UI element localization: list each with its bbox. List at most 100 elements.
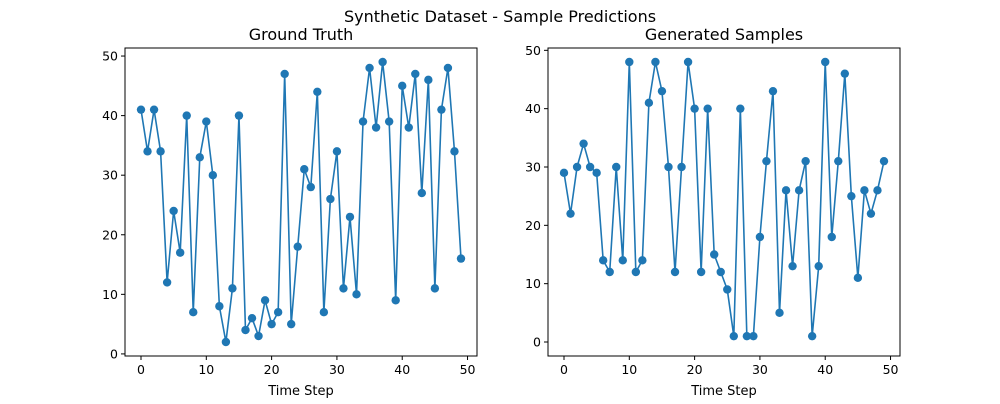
data-point-generated-samples: [631, 267, 641, 277]
data-point-generated-samples: [827, 232, 836, 242]
y-tick-label-ground-truth: 10: [102, 287, 118, 302]
data-point-generated-samples: [794, 186, 804, 195]
data-point-generated-samples: [814, 261, 823, 271]
data-point-ground-truth: [326, 194, 335, 204]
x-tick-label-ground-truth: 0: [137, 362, 145, 377]
data-point-ground-truth: [234, 111, 244, 120]
data-point-generated-samples: [696, 267, 706, 277]
data-point-generated-samples: [860, 186, 869, 195]
data-point-generated-samples: [873, 186, 882, 195]
x-tick-label-generated-samples: 50: [883, 362, 899, 377]
data-point-generated-samples: [736, 104, 745, 113]
x-tick-label-ground-truth: 40: [394, 362, 410, 377]
data-point-ground-truth: [391, 296, 400, 305]
data-point-generated-samples: [807, 331, 817, 341]
data-point-ground-truth: [404, 123, 413, 132]
data-point-generated-samples: [879, 156, 889, 166]
data-point-ground-truth: [254, 331, 263, 341]
data-point-generated-samples: [788, 261, 797, 271]
data-point-ground-truth: [162, 278, 172, 287]
x-tick-label-ground-truth: 20: [264, 362, 280, 377]
data-point-ground-truth: [195, 153, 204, 162]
data-point-ground-truth: [189, 308, 198, 317]
y-tick-label-ground-truth: 30: [102, 168, 118, 183]
data-point-ground-truth: [430, 284, 440, 293]
data-point-ground-truth: [208, 170, 218, 180]
data-point-generated-samples: [840, 69, 850, 78]
data-point-generated-samples: [853, 273, 863, 283]
series-line-generated-samples: [563, 61, 885, 337]
data-point-ground-truth: [215, 302, 224, 311]
data-point-generated-samples: [677, 162, 686, 172]
data-point-generated-samples: [638, 256, 647, 265]
subplot-generated-samples: Generated Samples 0 10 20 30 40 50 0 10 20 30 40 50 T…: [525, 25, 901, 399]
subplot-ground-truth: Ground Truth 0 10 20 30 40 50 0 10 20 30 40 50 Time S…: [102, 25, 478, 399]
data-point-generated-samples: [866, 209, 876, 218]
series-line-ground-truth: [140, 61, 462, 343]
data-point-generated-samples: [664, 162, 673, 172]
data-point-ground-truth: [443, 63, 453, 73]
y-tick-label-generated-samples: 20: [525, 218, 541, 233]
data-point-ground-truth: [228, 284, 237, 293]
data-point-ground-truth: [456, 254, 466, 263]
data-point-generated-samples: [605, 267, 614, 277]
data-point-generated-samples: [768, 86, 778, 96]
data-point-ground-truth: [384, 117, 394, 126]
data-point-ground-truth: [365, 63, 374, 73]
data-point-generated-samples: [755, 232, 765, 242]
data-point-generated-samples: [585, 162, 595, 172]
data-point-generated-samples: [651, 57, 660, 67]
data-point-ground-truth: [169, 206, 178, 216]
data-point-generated-samples: [762, 156, 771, 166]
data-point-ground-truth: [293, 242, 302, 251]
data-point-ground-truth: [221, 337, 231, 347]
y-tick-label-generated-samples: 30: [525, 160, 541, 175]
data-point-generated-samples: [716, 267, 725, 277]
x-tick-label-generated-samples: 40: [817, 362, 833, 377]
y-tick-label-generated-samples: 50: [525, 43, 541, 58]
data-point-ground-truth: [352, 290, 361, 299]
data-point-generated-samples: [710, 250, 719, 259]
data-point-generated-samples: [834, 156, 843, 166]
data-point-ground-truth: [175, 248, 185, 257]
data-point-generated-samples: [559, 168, 569, 178]
data-point-generated-samples: [598, 256, 608, 265]
data-point-generated-samples: [729, 331, 738, 341]
data-point-ground-truth: [378, 57, 387, 67]
data-point-generated-samples: [742, 331, 752, 341]
data-point-generated-samples: [670, 267, 680, 277]
data-point-ground-truth: [398, 81, 407, 91]
y-tick-label-ground-truth: 50: [102, 49, 118, 64]
y-tick-label-ground-truth: 0: [110, 346, 118, 361]
data-point-generated-samples: [821, 57, 830, 67]
data-point-ground-truth: [437, 105, 446, 114]
x-axis-label-ground-truth: Time Step: [267, 384, 334, 399]
data-point-generated-samples: [592, 168, 601, 178]
data-point-ground-truth: [424, 75, 433, 85]
data-point-ground-truth: [287, 319, 296, 329]
data-point-ground-truth: [411, 69, 420, 79]
data-point-generated-samples: [566, 209, 575, 218]
chart-title-ground-truth: Ground Truth: [249, 25, 354, 44]
data-point-generated-samples: [579, 139, 588, 148]
data-point-ground-truth: [182, 111, 191, 120]
data-point-generated-samples: [801, 156, 810, 166]
data-point-generated-samples: [690, 104, 699, 113]
data-point-generated-samples: [572, 162, 582, 172]
data-point-generated-samples: [847, 191, 856, 201]
x-tick-label-generated-samples: 10: [621, 362, 637, 377]
y-tick-label-ground-truth: 40: [102, 108, 118, 123]
x-tick-label-generated-samples: 0: [560, 362, 568, 377]
data-point-ground-truth: [143, 147, 152, 156]
y-tick-label-generated-samples: 10: [525, 276, 541, 291]
data-point-generated-samples: [775, 308, 784, 318]
data-point-generated-samples: [749, 331, 758, 341]
data-point-ground-truth: [149, 105, 159, 114]
y-tick-label-ground-truth: 20: [102, 227, 118, 242]
data-point-generated-samples: [781, 186, 791, 195]
data-point-ground-truth: [417, 188, 427, 198]
data-point-ground-truth: [358, 117, 368, 126]
data-point-generated-samples: [723, 285, 732, 294]
